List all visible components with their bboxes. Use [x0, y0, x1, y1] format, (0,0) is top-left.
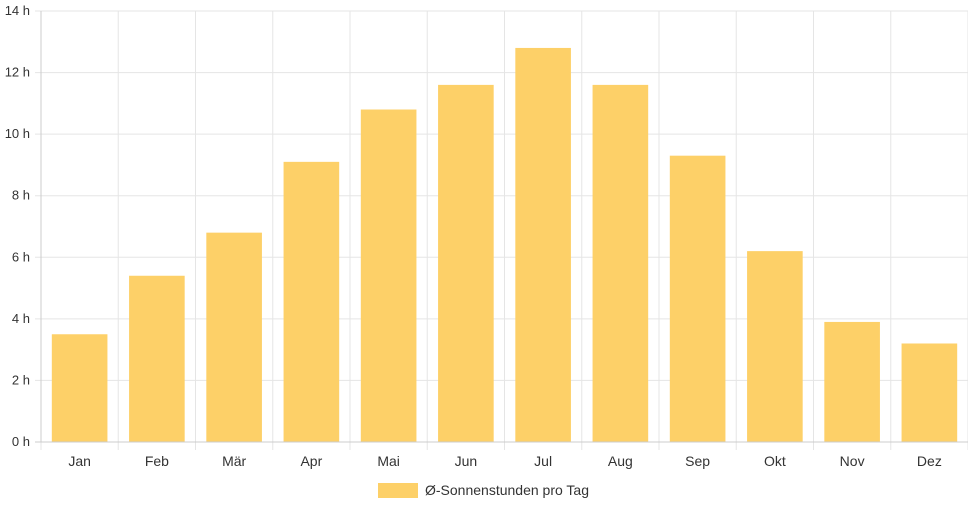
- y-tick-label: 8 h: [12, 188, 30, 203]
- bar-apr[interactable]: [283, 161, 340, 442]
- x-tick-label: Jul: [534, 453, 552, 469]
- bar-sep[interactable]: [669, 155, 726, 442]
- x-tick-label: Mai: [377, 453, 400, 469]
- bar-jul[interactable]: [515, 47, 571, 442]
- x-tick-label: Feb: [145, 453, 169, 469]
- bar-okt[interactable]: [747, 251, 803, 442]
- y-tick-label: 0 h: [12, 434, 30, 449]
- legend-label[interactable]: Ø-Sonnenstunden pro Tag: [425, 482, 589, 498]
- x-tick-label: Sep: [685, 453, 710, 469]
- x-tick-label: Aug: [608, 453, 633, 469]
- grid-layer: [35, 10, 968, 450]
- x-tick-label: Mär: [222, 453, 246, 469]
- legend-swatch[interactable]: [378, 483, 418, 498]
- bar-jun[interactable]: [438, 84, 494, 442]
- axis-layer: 0 h 2 h 4 h 6 h 8 h 10 h 12 h 14 h Jan Feb Mär Apr M…: [5, 3, 968, 469]
- bars-layer: [51, 47, 958, 442]
- bar-feb[interactable]: [129, 275, 185, 442]
- bar-nov[interactable]: [824, 321, 880, 442]
- x-tick-label: Dez: [917, 453, 942, 469]
- y-tick-label: 10 h: [5, 126, 30, 141]
- y-tick-label: 2 h: [12, 372, 30, 387]
- bar-dez[interactable]: [901, 343, 958, 442]
- bar-jan[interactable]: [51, 334, 108, 442]
- x-tick-label: Jan: [68, 453, 91, 469]
- x-tick-label: Okt: [764, 453, 786, 469]
- x-tick-label: Nov: [840, 453, 865, 469]
- legend[interactable]: Ø-Sonnenstunden pro Tag: [378, 482, 589, 498]
- bar-mär[interactable]: [206, 232, 262, 442]
- bar-aug[interactable]: [592, 84, 649, 442]
- bar-mai[interactable]: [360, 109, 417, 442]
- y-tick-label: 6 h: [12, 249, 30, 264]
- y-tick-label: 14 h: [5, 3, 30, 18]
- y-tick-label: 12 h: [5, 65, 30, 80]
- x-tick-label: Jun: [455, 453, 478, 469]
- y-tick-label: 4 h: [12, 311, 30, 326]
- x-tick-label: Apr: [300, 453, 322, 469]
